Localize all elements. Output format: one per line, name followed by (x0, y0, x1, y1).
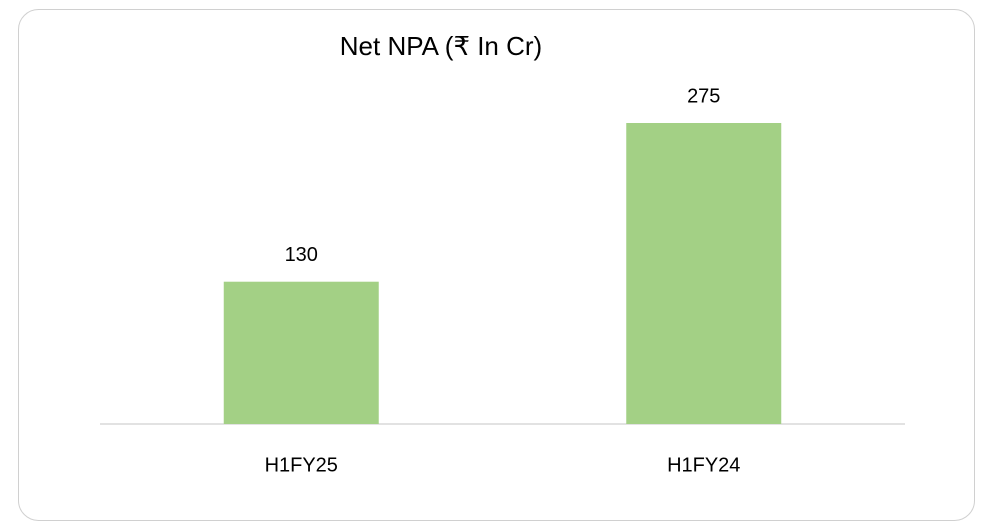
value-label: 275 (687, 85, 720, 107)
value-label: 130 (285, 244, 318, 266)
x-tick-label: H1FY24 (667, 454, 740, 476)
chart-title: Net NPA (₹ In Cr) (340, 31, 542, 61)
bar (626, 123, 782, 424)
chart-card (18, 9, 975, 521)
x-tick-label: H1FY25 (265, 454, 338, 476)
bar (223, 281, 379, 424)
